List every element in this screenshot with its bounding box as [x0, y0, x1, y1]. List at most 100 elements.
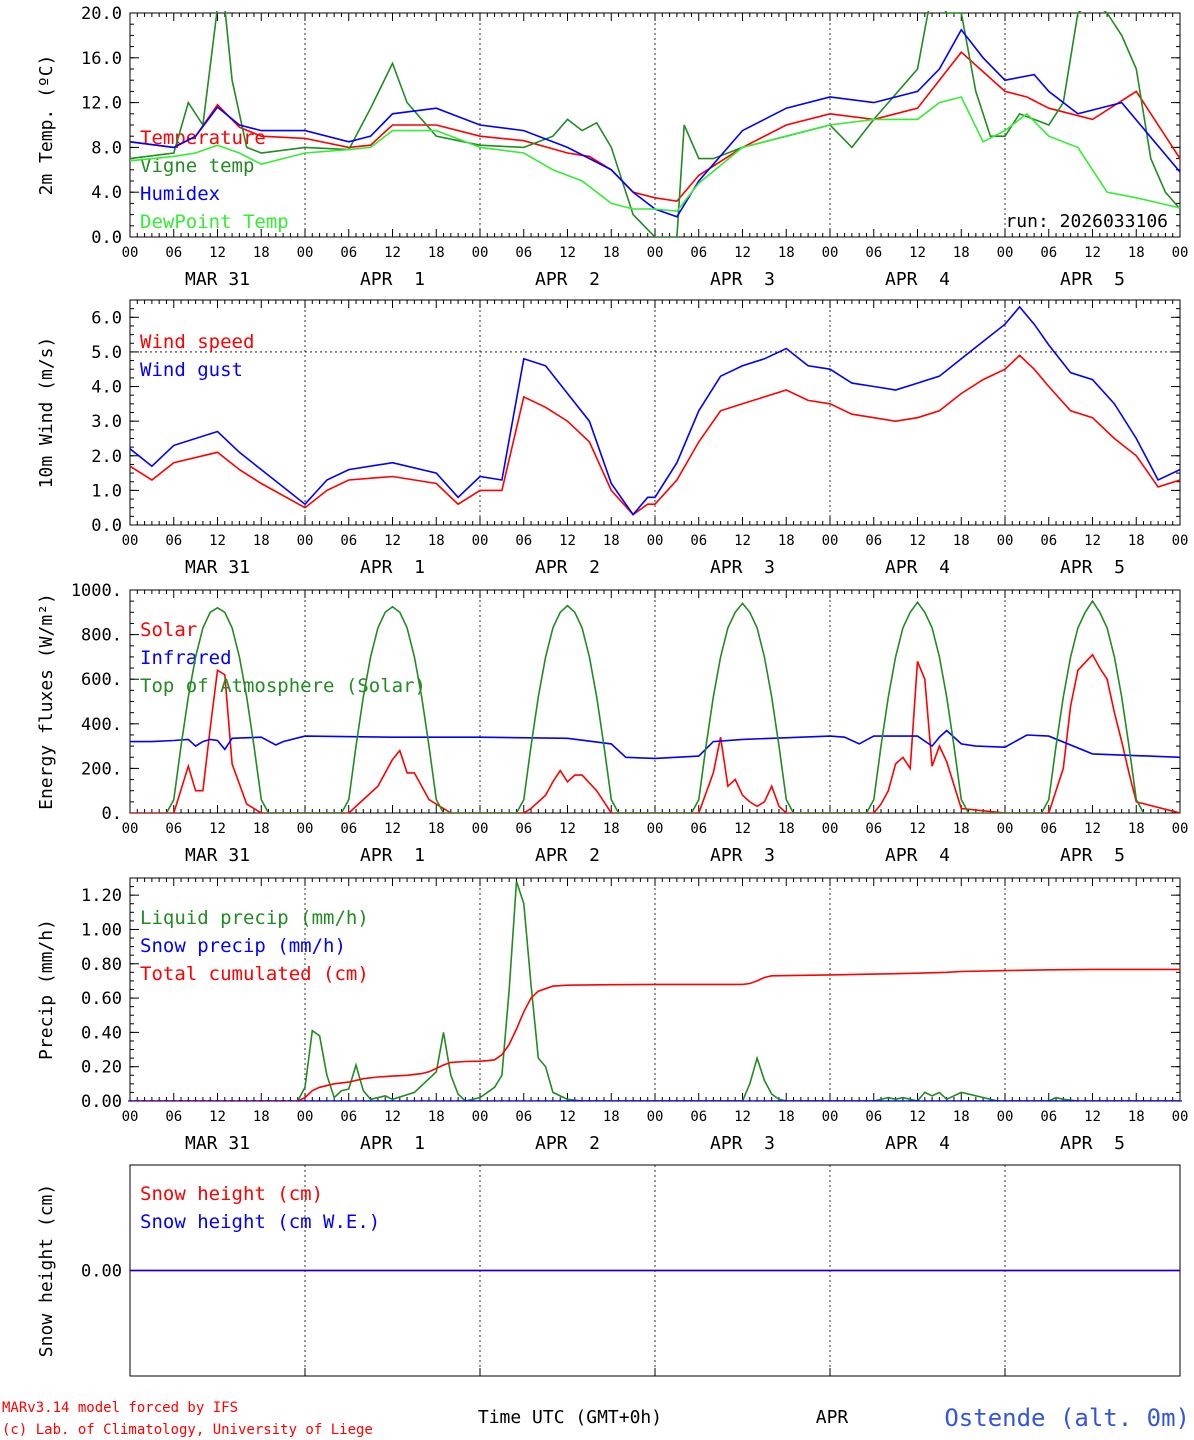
- legend-entry: Top of Atmosphere (Solar): [140, 675, 426, 697]
- y-tick-label: 1000.: [71, 581, 122, 601]
- x-tick-label: 06: [340, 533, 357, 549]
- x-tick-label: 12: [384, 1109, 401, 1125]
- x-tick-label: 06: [865, 245, 882, 261]
- x-tick-label: 12: [559, 821, 576, 837]
- panel-3: 00 06 12 18 00 06 12 18 00 06 12 18 00 06 12 18 00 06 12 18…: [36, 581, 1188, 866]
- y-tick-label: 8.0: [91, 138, 122, 158]
- x-tick-label: 00: [122, 1109, 139, 1125]
- day-label: APR 2: [535, 269, 600, 290]
- x-tick-label: 06: [340, 245, 357, 261]
- day-label: APR 2: [535, 1133, 600, 1154]
- x-tick-label: 06: [690, 533, 707, 549]
- x-tick-label: 00: [472, 533, 489, 549]
- day-label: APR 3: [710, 557, 775, 578]
- x-tick-label: 00: [122, 533, 139, 549]
- legend-entry: Temperature: [140, 127, 266, 149]
- y-tick-label: 0.60: [81, 989, 122, 1009]
- legend-entry: Snow height (cm): [140, 1183, 323, 1205]
- x-tick-label: 06: [165, 1109, 182, 1125]
- x-tick-label: 18: [778, 245, 795, 261]
- x-tick-label: 12: [384, 533, 401, 549]
- day-label: APR 4: [885, 845, 950, 866]
- x-tick-label: 18: [778, 1109, 795, 1125]
- x-tick-label: 12: [209, 1109, 226, 1125]
- x-tick-label: 00: [647, 821, 664, 837]
- y-tick-label: 0.20: [81, 1058, 122, 1078]
- x-tick-label: 18: [1128, 1109, 1145, 1125]
- day-label: APR 1: [360, 845, 425, 866]
- y-tick-label: 1.0: [91, 481, 122, 501]
- x-tick-label: 12: [559, 245, 576, 261]
- x-tick-label: 12: [909, 533, 926, 549]
- y-axis-label: Snow height (cm): [36, 1184, 57, 1357]
- legend-entry: Solar: [140, 619, 197, 641]
- x-tick-label: 00: [647, 1109, 664, 1125]
- panel-2: 00 06 12 18 00 06 12 18 00 06 12 18 00 06 12 18 00 06 12 18…: [36, 299, 1189, 578]
- x-tick-label: 06: [865, 533, 882, 549]
- day-label: APR 3: [710, 269, 775, 290]
- x-tick-label: 18: [1128, 245, 1145, 261]
- panels-group: 00 06 12 18 00 06 12 18 00 06 12 18 00 06 12 18 00 06 12 18…: [36, 4, 1189, 1377]
- legend-entry: Total cumulated (cm): [140, 963, 369, 985]
- y-tick-label: 1.00: [81, 920, 122, 940]
- x-tick-label: 00: [122, 245, 139, 261]
- legend-entry: DewPoint Temp: [140, 211, 289, 233]
- x-tick-label: 06: [1040, 245, 1057, 261]
- y-tick-label: 0.: [102, 804, 122, 824]
- x-tick-label: 12: [559, 533, 576, 549]
- y-tick-label: 0.80: [81, 955, 122, 975]
- x-tick-label: 18: [428, 821, 445, 837]
- legend-entry: Liquid precip (mm/h): [140, 907, 369, 929]
- x-tick-label: 00: [822, 821, 839, 837]
- x-tick-label: 06: [515, 533, 532, 549]
- day-label: APR 1: [360, 269, 425, 290]
- x-tick-label: 18: [253, 533, 270, 549]
- y-tick-label: 0.00: [81, 1262, 122, 1282]
- x-tick-label: 12: [734, 245, 751, 261]
- x-tick-label: 12: [1084, 821, 1101, 837]
- x-tick-label: 18: [953, 245, 970, 261]
- y-tick-label: 0.40: [81, 1023, 122, 1043]
- day-label: APR 4: [885, 269, 950, 290]
- day-label: APR 3: [710, 1133, 775, 1154]
- x-tick-label: 18: [253, 821, 270, 837]
- x-tick-label: 12: [1084, 245, 1101, 261]
- x-tick-label: 00: [1172, 533, 1189, 549]
- x-tick-label: 12: [209, 245, 226, 261]
- day-label: MAR 31: [185, 269, 250, 290]
- x-tick-label: 06: [340, 1109, 357, 1125]
- x-tick-label: 06: [865, 1109, 882, 1125]
- x-tick-label: 06: [165, 821, 182, 837]
- x-tick-label: 18: [428, 533, 445, 549]
- x-tick-label: 12: [909, 245, 926, 261]
- day-label: APR 4: [885, 1133, 950, 1154]
- x-tick-label: 18: [1128, 821, 1145, 837]
- x-tick-label: 18: [953, 821, 970, 837]
- y-axis-label: 10m Wind (m/s): [36, 337, 57, 489]
- x-tick-label: 12: [384, 245, 401, 261]
- footer-month-label: APR: [816, 1407, 849, 1428]
- run-annotation: run: 2026033106: [1005, 211, 1168, 232]
- x-tick-label: 12: [209, 821, 226, 837]
- day-label: APR 2: [535, 557, 600, 578]
- footer-time-label: Time UTC (GMT+0h): [478, 1407, 662, 1428]
- x-tick-label: 12: [559, 1109, 576, 1125]
- y-tick-label: 12.0: [81, 94, 122, 114]
- y-tick-label: 800.: [81, 626, 122, 646]
- y-tick-label: 200.: [81, 759, 122, 779]
- x-tick-label: 06: [690, 245, 707, 261]
- x-tick-label: 12: [909, 1109, 926, 1125]
- series-line-liquid-precip-mm-h-: [130, 881, 1180, 1101]
- x-tick-label: 00: [1172, 245, 1189, 261]
- footer-credit-line: (c) Lab. of Climatology, University of L…: [2, 1422, 373, 1438]
- x-tick-label: 06: [1040, 821, 1057, 837]
- x-tick-label: 00: [297, 245, 314, 261]
- x-tick-label: 18: [603, 821, 620, 837]
- panel-5: 0.00 Snow height (cm) Snow height (cm) Snow…: [36, 1164, 1181, 1377]
- x-tick-label: 06: [165, 533, 182, 549]
- x-tick-label: 12: [209, 533, 226, 549]
- x-tick-label: 00: [297, 821, 314, 837]
- x-tick-label: 12: [384, 821, 401, 837]
- legend-entry: Infrared: [140, 647, 232, 669]
- x-tick-label: 12: [1084, 1109, 1101, 1125]
